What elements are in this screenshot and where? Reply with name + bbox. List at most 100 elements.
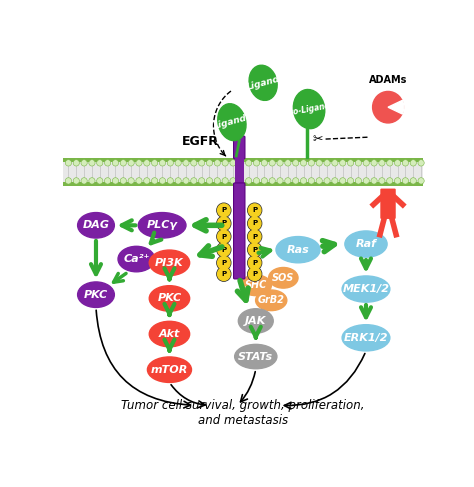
Circle shape xyxy=(339,178,346,184)
Ellipse shape xyxy=(149,321,190,347)
Circle shape xyxy=(308,178,314,184)
Circle shape xyxy=(410,178,416,184)
Circle shape xyxy=(418,160,424,166)
Circle shape xyxy=(238,178,244,184)
Text: ERK1/2: ERK1/2 xyxy=(344,333,388,343)
Circle shape xyxy=(136,160,142,166)
Text: PLCγ: PLCγ xyxy=(146,220,178,230)
Circle shape xyxy=(248,268,261,281)
Circle shape xyxy=(394,178,401,184)
Circle shape xyxy=(308,160,314,166)
Circle shape xyxy=(246,160,252,166)
Circle shape xyxy=(104,160,111,166)
Circle shape xyxy=(199,160,205,166)
Circle shape xyxy=(269,178,275,184)
Circle shape xyxy=(175,160,181,166)
Circle shape xyxy=(402,178,409,184)
FancyBboxPatch shape xyxy=(234,136,245,159)
Circle shape xyxy=(104,178,111,184)
Circle shape xyxy=(218,230,230,243)
Circle shape xyxy=(301,160,307,166)
Ellipse shape xyxy=(78,212,114,238)
Ellipse shape xyxy=(248,267,262,281)
Circle shape xyxy=(152,178,158,184)
Circle shape xyxy=(248,217,261,230)
Circle shape xyxy=(218,268,230,281)
Circle shape xyxy=(363,178,369,184)
Text: Raf: Raf xyxy=(356,239,376,249)
Circle shape xyxy=(316,178,322,184)
Text: SHC: SHC xyxy=(245,281,267,290)
Circle shape xyxy=(218,257,230,269)
Text: P: P xyxy=(221,271,227,277)
Circle shape xyxy=(347,178,354,184)
Circle shape xyxy=(248,244,261,256)
Circle shape xyxy=(285,160,291,166)
Circle shape xyxy=(159,160,165,166)
Circle shape xyxy=(371,160,377,166)
Text: STATs: STATs xyxy=(238,352,273,361)
Circle shape xyxy=(73,178,79,184)
Circle shape xyxy=(324,178,330,184)
Circle shape xyxy=(356,178,362,184)
Circle shape xyxy=(246,178,252,184)
Circle shape xyxy=(89,178,95,184)
Circle shape xyxy=(248,230,261,243)
Ellipse shape xyxy=(235,344,277,369)
Circle shape xyxy=(402,160,409,166)
Circle shape xyxy=(277,160,283,166)
Ellipse shape xyxy=(217,216,231,230)
Circle shape xyxy=(183,160,189,166)
Text: PKC: PKC xyxy=(157,294,182,303)
Text: Pro-Ligand: Pro-Ligand xyxy=(284,101,332,117)
Text: EGFR: EGFR xyxy=(182,135,219,148)
Wedge shape xyxy=(388,100,404,114)
Text: DAG: DAG xyxy=(82,220,109,230)
Circle shape xyxy=(152,160,158,166)
Ellipse shape xyxy=(217,229,231,244)
Circle shape xyxy=(363,160,369,166)
Circle shape xyxy=(379,178,385,184)
Ellipse shape xyxy=(138,212,186,238)
Bar xyxy=(63,162,423,182)
Circle shape xyxy=(387,178,393,184)
Circle shape xyxy=(73,160,79,166)
Ellipse shape xyxy=(149,250,190,276)
Text: GrB2: GrB2 xyxy=(258,295,285,305)
Circle shape xyxy=(332,160,338,166)
Ellipse shape xyxy=(255,290,287,311)
Text: mTOR: mTOR xyxy=(151,365,188,375)
Text: Ligand: Ligand xyxy=(246,74,281,92)
Text: P: P xyxy=(252,221,257,226)
Circle shape xyxy=(292,160,299,166)
Ellipse shape xyxy=(248,229,262,244)
Text: P: P xyxy=(221,221,227,226)
Circle shape xyxy=(81,160,87,166)
Circle shape xyxy=(324,160,330,166)
Circle shape xyxy=(65,160,72,166)
Text: P: P xyxy=(252,247,257,253)
Ellipse shape xyxy=(217,256,231,270)
Circle shape xyxy=(206,160,213,166)
Ellipse shape xyxy=(78,282,114,307)
Ellipse shape xyxy=(248,256,262,270)
Text: PI3K: PI3K xyxy=(155,258,184,268)
Circle shape xyxy=(339,160,346,166)
Ellipse shape xyxy=(240,275,272,296)
Circle shape xyxy=(65,178,72,184)
Ellipse shape xyxy=(217,203,231,217)
Circle shape xyxy=(379,160,385,166)
Ellipse shape xyxy=(149,286,190,311)
Text: Tumor cell survival, growth, proliferation,
and metastasis: Tumor cell survival, growth, proliferati… xyxy=(121,399,365,427)
Ellipse shape xyxy=(147,357,191,382)
Circle shape xyxy=(97,178,103,184)
Ellipse shape xyxy=(238,309,273,333)
Circle shape xyxy=(418,178,424,184)
Circle shape xyxy=(301,178,307,184)
Circle shape xyxy=(292,178,299,184)
Text: ✂: ✂ xyxy=(313,132,323,146)
Circle shape xyxy=(277,178,283,184)
Circle shape xyxy=(261,160,267,166)
Circle shape xyxy=(218,204,230,217)
Ellipse shape xyxy=(248,216,262,230)
